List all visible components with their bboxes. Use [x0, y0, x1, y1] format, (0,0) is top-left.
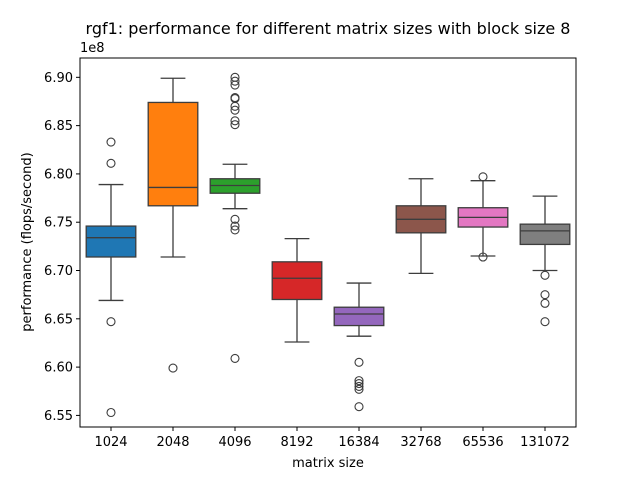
plot-area: 6.55 6.60 6.65 6.70 6.75 6.80 6.85 6.90 1024 2048…	[44, 71, 571, 450]
x-tick-label: 1024	[94, 435, 127, 450]
outlier-point	[354, 381, 364, 391]
x-tick-label: 8192	[280, 435, 313, 450]
outlier-point	[230, 105, 240, 115]
outlier-point	[230, 80, 240, 90]
x-axis-label: matrix size	[292, 456, 364, 471]
outlier-point	[230, 353, 240, 363]
outlier-point	[106, 158, 116, 168]
outlier-point	[354, 384, 364, 394]
box-body	[271, 261, 323, 301]
plot-frame	[79, 57, 577, 428]
y-tick-label: 6.60	[44, 361, 73, 376]
y-tick-label: 6.90	[44, 71, 73, 86]
y-tick-label: 6.55	[44, 409, 73, 424]
outlier-point	[540, 270, 550, 280]
y-axis-offset-label: 1e8	[80, 41, 105, 56]
outlier-point	[230, 214, 240, 224]
box-131072	[519, 195, 571, 327]
outlier-point	[230, 116, 240, 126]
box-1024	[85, 137, 137, 418]
outlier-point	[230, 221, 240, 231]
y-axis-label: performance (flops/second)	[20, 152, 35, 331]
outlier-point	[478, 252, 488, 262]
y-tick-label: 6.65	[44, 312, 73, 327]
outlier-point	[354, 378, 364, 389]
box-body	[147, 101, 199, 207]
x-tick-label: 4096	[218, 435, 251, 450]
box-8192	[271, 237, 323, 343]
outlier-point	[354, 357, 364, 367]
y-tick-label: 6.85	[44, 119, 73, 134]
outlier-point	[540, 290, 550, 300]
box-16384	[333, 282, 385, 412]
box-body	[85, 225, 137, 258]
box-65536	[457, 172, 509, 262]
outlier-point	[230, 120, 240, 130]
outlier-point	[354, 402, 364, 412]
outlier-point	[540, 317, 550, 327]
outlier-point	[230, 101, 240, 111]
outlier-point	[354, 376, 364, 386]
box-4096	[209, 72, 261, 363]
outlier-point	[106, 317, 116, 327]
outlier-point	[230, 225, 240, 235]
outlier-point	[168, 363, 178, 373]
outlier-point	[478, 172, 488, 182]
y-tick-label: 6.70	[44, 264, 73, 279]
box-2048	[147, 77, 199, 373]
y-tick-label: 6.80	[44, 167, 73, 182]
x-tick-label: 32768	[400, 435, 441, 450]
outlier-point	[106, 137, 116, 147]
x-tick-label: 16384	[338, 435, 379, 450]
box-32768	[395, 178, 447, 275]
outlier-point	[230, 76, 240, 86]
x-tick-label: 131072	[520, 435, 570, 450]
chart-title: rgf1: performance for different matrix s…	[86, 19, 571, 38]
outlier-point	[106, 407, 116, 418]
box-body	[333, 306, 385, 327]
x-tick-label: 65536	[462, 435, 503, 450]
outlier-point	[540, 298, 550, 308]
x-tick-label: 2048	[156, 435, 189, 450]
y-tick-label: 6.75	[44, 216, 73, 231]
box-body	[519, 223, 571, 246]
